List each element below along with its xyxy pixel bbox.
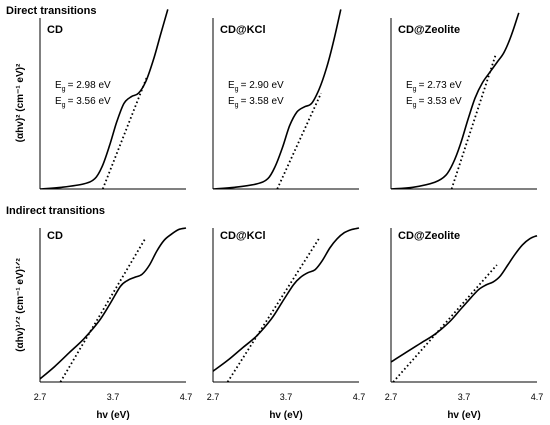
x-tick-label-row1-panel1-0: 2.7 xyxy=(207,392,220,402)
tauc-fit-line-row0-panel1 xyxy=(276,92,322,190)
x-axis-label-row1-panel2: hv (eV) xyxy=(447,410,480,421)
absorption-curve-row0-panel2 xyxy=(391,12,520,189)
band-gap-symbol: E xyxy=(228,80,235,91)
band-gap-value: = 3.56 eV xyxy=(68,96,111,107)
panel-title-row1-panel1: CD@KCl xyxy=(220,230,266,242)
absorption-curve-row1-panel0 xyxy=(40,227,187,380)
tauc-fit-line-row0-panel2 xyxy=(450,55,497,190)
x-tick-label-row1-panel2-0: 2.7 xyxy=(385,392,398,402)
band-gap-value: = 2.73 eV xyxy=(419,80,462,91)
band-gap-subscript: g xyxy=(62,102,66,109)
tauc-fit-line-row1-panel1 xyxy=(226,238,320,383)
panel-title-row1-panel0: CD xyxy=(47,230,63,242)
absorption-curve-row1-panel2 xyxy=(391,234,538,363)
band-gap-label-row1-panel1: Eg = 2.90 eV xyxy=(228,80,284,93)
band-gap-label-row0-panel1: Eg = 3.58 eV xyxy=(228,96,284,109)
panel-title-row0-panel2: CD@Zeolite xyxy=(398,24,460,36)
band-gap-symbol: E xyxy=(406,96,413,107)
panel-title-row0-panel1: CD@KCl xyxy=(220,24,266,36)
band-gap-value: = 3.53 eV xyxy=(419,96,462,107)
row-title-row1: Indirect transitions xyxy=(6,205,105,217)
band-gap-label-row0-panel2: Eg = 3.53 eV xyxy=(406,96,462,109)
x-tick-label-row1-panel0-2: 4.7 xyxy=(180,392,193,402)
y-axis-label-row1: (αhv)¹ᐟ² (cm⁻¹ eV)¹ᐟ² xyxy=(15,257,26,351)
band-gap-symbol: E xyxy=(228,96,235,107)
absorption-curve-row0-panel1 xyxy=(213,9,342,189)
band-gap-subscript: g xyxy=(235,102,239,109)
band-gap-subscript: g xyxy=(413,102,417,109)
band-gap-value: = 3.58 eV xyxy=(241,96,284,107)
panel-title-row1-panel2: CD@Zeolite xyxy=(398,230,460,242)
band-gap-value: = 2.98 eV xyxy=(68,80,111,91)
x-tick-label-row1-panel1-2: 4.7 xyxy=(353,392,366,402)
band-gap-subscript: g xyxy=(235,86,239,93)
x-tick-label-row1-panel2-1: 3.7 xyxy=(458,392,471,402)
x-tick-label-row1-panel2-2: 4.7 xyxy=(531,392,544,402)
band-gap-label-row0-panel0: Eg = 3.56 eV xyxy=(55,96,111,109)
panel-title-row0-panel0: CD xyxy=(47,24,63,36)
band-gap-symbol: E xyxy=(55,80,62,91)
y-axis-label-row0: (αhv)² (cm⁻¹ eV)² xyxy=(15,63,26,142)
tauc-fit-line-row1-panel2 xyxy=(392,264,498,383)
band-gap-subscript: g xyxy=(62,86,66,93)
x-axis-label-row1-panel0: hv (eV) xyxy=(96,410,129,421)
x-tick-label-row1-panel0-0: 2.7 xyxy=(34,392,47,402)
x-tick-label-row1-panel0-1: 3.7 xyxy=(107,392,120,402)
x-tick-label-row1-panel1-1: 3.7 xyxy=(280,392,293,402)
band-gap-label-row1-panel2: Eg = 2.73 eV xyxy=(406,80,462,93)
tauc-fit-line-row0-panel0 xyxy=(101,77,148,190)
band-gap-symbol: E xyxy=(406,80,413,91)
band-gap-symbol: E xyxy=(55,96,62,107)
band-gap-label-row1-panel0: Eg = 2.98 eV xyxy=(55,80,111,93)
row-title-row0: Direct transitions xyxy=(6,5,96,17)
x-axis-label-row1-panel1: hv (eV) xyxy=(269,410,302,421)
absorption-curve-row1-panel1 xyxy=(213,227,360,372)
tauc-fit-line-row1-panel0 xyxy=(59,238,146,383)
band-gap-subscript: g xyxy=(413,86,417,93)
absorption-curve-row0-panel0 xyxy=(40,9,169,189)
band-gap-value: = 2.90 eV xyxy=(241,80,284,91)
